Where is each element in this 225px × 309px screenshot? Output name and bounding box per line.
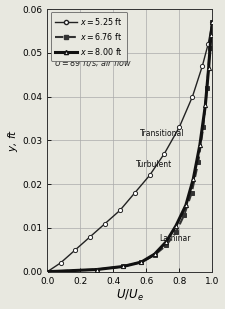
Text: Turbulent: Turbulent [136,160,173,169]
Y-axis label: $y$, ft: $y$, ft [6,129,20,152]
Text: Transitional: Transitional [140,129,184,138]
Text: Laminar: Laminar [160,234,191,243]
X-axis label: $U/U_e$: $U/U_e$ [116,288,144,303]
Legend: $x = 5.25$ ft, $x = 6.76$ ft, $x = 8.00$ ft: $x = 5.25$ ft, $x = 6.76$ ft, $x = 8.00$… [51,12,127,61]
Text: $U = 89$ ft/s; air flow: $U = 89$ ft/s; air flow [54,57,132,69]
